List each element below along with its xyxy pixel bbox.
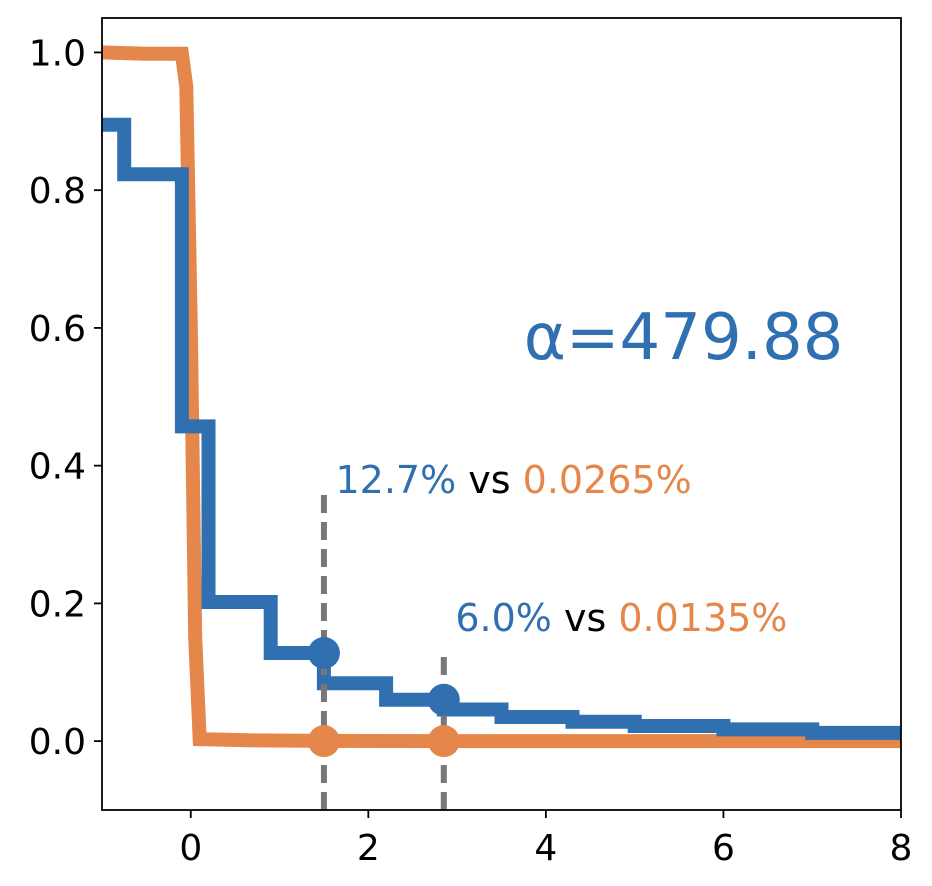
marker-blue-2: [427, 683, 460, 716]
annotation-upper-blue-text: 12.7%: [335, 458, 456, 502]
x-tick-label-0: 0: [179, 828, 202, 869]
y-tick-label-1: 0.2: [29, 584, 86, 625]
y-tick-label-2: 0.4: [29, 447, 86, 488]
marker-orange-1: [307, 725, 340, 758]
x-tick-label-2: 4: [534, 828, 557, 869]
series-line-orange: [102, 45, 901, 749]
annotation-upper-vs-text: vs: [456, 458, 522, 502]
x-tick-label-4: 8: [890, 828, 913, 869]
annotation-lower: 6.0% vs 0.0135%: [455, 596, 787, 640]
marker-layer: [307, 636, 460, 758]
x-tick-label-1: 2: [357, 828, 380, 869]
annotation-lower-vs-text: vs: [552, 596, 618, 640]
y-tick-label-3: 0.6: [29, 309, 86, 350]
tick-layer: 0 2 4 6 8 0.0 0.2 0.4 0.6 0.8 1.0: [29, 33, 913, 869]
y-tick-label-0: 0.0: [29, 722, 86, 763]
marker-orange-3: [427, 725, 460, 758]
series-line-blue: [102, 117, 901, 740]
annotation-lower-blue-text: 6.0%: [455, 596, 552, 640]
y-tick-label-5: 1.0: [29, 33, 86, 74]
annotation-lower-orange-text: 0.0135%: [618, 596, 787, 640]
x-tick-label-3: 6: [712, 828, 735, 869]
y-tick-label-4: 0.8: [29, 171, 86, 212]
annotation-upper: 12.7% vs 0.0265%: [335, 458, 691, 502]
marker-blue-0: [307, 636, 340, 669]
annotation-upper-orange-text: 0.0265%: [523, 458, 692, 502]
plot-frame: [101, 17, 902, 811]
series-layer: [102, 45, 901, 749]
alpha-label: α=479.88: [524, 301, 844, 375]
